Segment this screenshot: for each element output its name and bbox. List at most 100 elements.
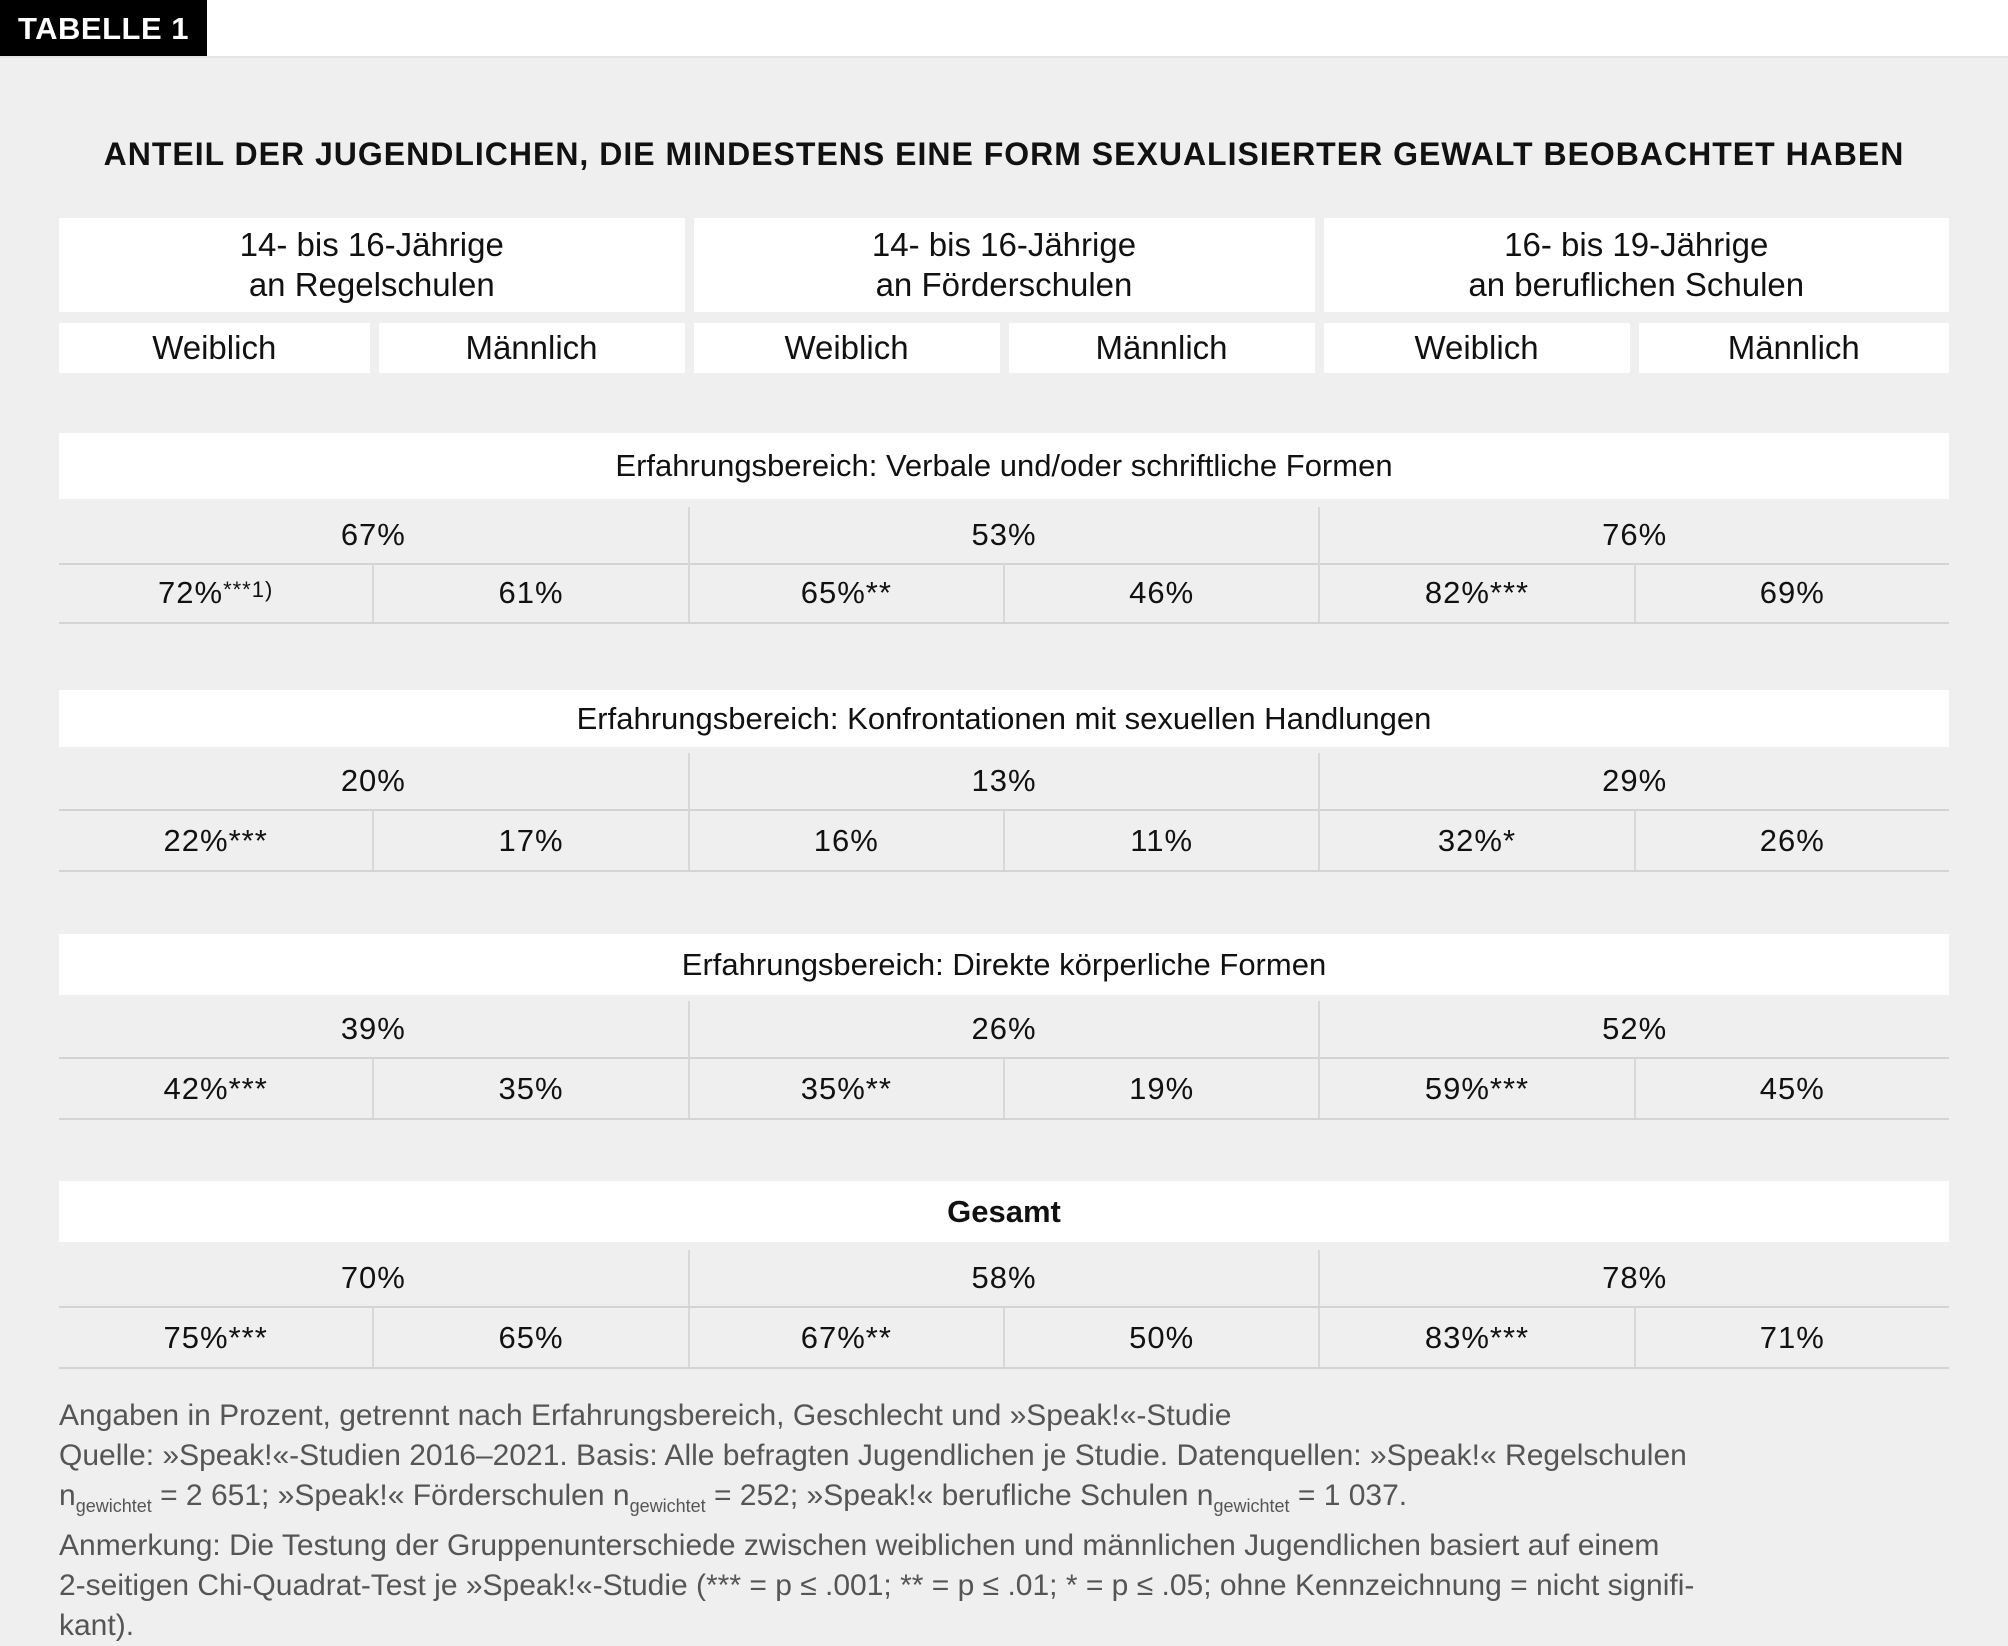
note-sample-sizes: ngewichtet = 2 651; »Speak!« Förderschul… <box>59 1479 1408 1516</box>
note-units: Angaben in Prozent, getrennt nach Erfahr… <box>59 1399 1232 1432</box>
total-cell: 58% <box>687 1250 1319 1306</box>
value: 35% <box>498 1070 564 1106</box>
group-header-line2: an beruflichen Schulen <box>1468 266 1805 303</box>
value-cell: 16% <box>687 811 1003 870</box>
value: 50% <box>1129 1319 1195 1355</box>
value: 67% <box>800 1319 866 1355</box>
value: 19% <box>1129 1070 1195 1106</box>
table-title: ANTEIL DER JUGENDLICHEN, DIE MINDESTENS … <box>103 136 1905 172</box>
value: 83% <box>1424 1319 1490 1355</box>
gender-split-row: 22% *** 17% 16% 11% 32% * 26% <box>59 811 1949 872</box>
gender-header-male: Männlich <box>378 323 685 373</box>
gender-split-row: 72% ***1) 61% 65% ** 46% 82% *** 69% <box>59 563 1949 624</box>
value-cell: 59% *** <box>1318 1059 1633 1118</box>
value-cell: 82% *** <box>1318 563 1633 622</box>
total-cell: 39% <box>340 1011 406 1046</box>
group-header-line2: an Förderschulen <box>875 266 1133 303</box>
value: 11% <box>1130 822 1194 858</box>
gender-header-male: Männlich <box>1638 323 1949 373</box>
group-header-line1: 14- bis 16-Jährige <box>871 226 1137 263</box>
total-cell: 13% <box>687 753 1319 809</box>
gender-header-female: Weiblich <box>59 323 370 373</box>
value: 82% <box>1424 574 1490 610</box>
value: 35% <box>800 1070 866 1106</box>
group-header: 16- bis 19-Jährige an beruflichen Schulen <box>1323 218 1949 312</box>
value-cell: 65% ** <box>687 563 1003 622</box>
note-remark: Anmerkung: Die Testung der Gruppenunters… <box>59 1529 1660 1562</box>
total-cell: 20% <box>340 763 406 798</box>
value: 65% <box>800 574 866 610</box>
value-cell: 11% <box>1002 811 1318 870</box>
significance-marker: ** <box>865 1070 892 1106</box>
totals-row: 20% 13% 29% <box>59 753 1949 811</box>
total-cell: 76% <box>1318 507 1949 563</box>
gender-split-row: 75% *** 65% 67% ** 50% 83% *** 71% <box>59 1308 1949 1369</box>
note-remark-end: kant). <box>59 1609 135 1642</box>
gender-header-female: Weiblich <box>693 323 1000 373</box>
value-cell: 35% <box>372 1059 687 1118</box>
value-cell: 19% <box>1002 1059 1318 1118</box>
significance-marker: * <box>1502 822 1517 858</box>
value-cell: 83% *** <box>1318 1308 1633 1367</box>
significance-marker: ***1) <box>223 576 274 602</box>
value-cell: 65% <box>372 1308 687 1367</box>
gender-split-row: 42% *** 35% 35% ** 19% 59% *** 45% <box>59 1059 1949 1120</box>
significance-marker: *** <box>228 822 268 858</box>
value-cell: 22% *** <box>59 811 372 870</box>
value: 71% <box>1759 1319 1825 1355</box>
section-header: Erfahrungsbereich: Direkte körperliche F… <box>59 934 1949 995</box>
top-bar: TABELLE 1 <box>0 0 2008 58</box>
totals-row: 67% 53% 76% <box>59 507 1949 565</box>
note-source: Quelle: »Speak!«-Studien 2016–2021. Basi… <box>59 1439 1687 1472</box>
group-header: 14- bis 16-Jährige an Förderschulen <box>693 218 1315 312</box>
totals-row: 39% 26% 52% <box>59 1001 1949 1059</box>
totals-row: 70% 58% 78% <box>59 1250 1949 1308</box>
total-cell: 78% <box>1318 1250 1949 1306</box>
value: 46% <box>1129 574 1195 610</box>
footnotes: Angaben in Prozent, getrennt nach Erfahr… <box>59 1396 1959 1646</box>
value-cell: 50% <box>1002 1308 1318 1367</box>
significance-marker: ** <box>865 574 892 610</box>
value-cell: 69% <box>1633 563 1949 622</box>
value-cell: 72% ***1) <box>59 563 372 622</box>
value-cell: 45% <box>1633 1059 1949 1118</box>
total-cell: 29% <box>1318 753 1949 809</box>
total-cell: 67% <box>340 517 406 552</box>
note-remark-cont: 2-seitigen Chi-Quadrat-Test je »Speak!«-… <box>59 1569 1695 1602</box>
value: 72% <box>158 574 224 610</box>
value-cell: 35% ** <box>687 1059 1003 1118</box>
total-cell: 53% <box>687 507 1319 563</box>
value: 65% <box>498 1319 564 1355</box>
section-header: Erfahrungsbereich: Verbale und/oder schr… <box>59 433 1949 499</box>
value: 59% <box>1424 1070 1490 1106</box>
value-cell: 26% <box>1633 811 1949 870</box>
value-cell: 46% <box>1002 563 1318 622</box>
value-cell: 67% ** <box>687 1308 1003 1367</box>
value: 45% <box>1759 1070 1825 1106</box>
group-header-line1: 16- bis 19-Jährige <box>1504 226 1769 263</box>
significance-marker: ** <box>865 1319 892 1355</box>
group-header-line2: an Regelschulen <box>248 266 495 303</box>
section-header: Gesamt <box>59 1181 1949 1242</box>
significance-marker: *** <box>1489 1070 1530 1106</box>
total-cell: 26% <box>687 1001 1319 1057</box>
value: 22% <box>163 822 229 858</box>
group-header-line1: 14- bis 16-Jährige <box>239 226 504 263</box>
value-cell: 75% *** <box>59 1308 372 1367</box>
value: 69% <box>1759 574 1825 610</box>
group-header: 14- bis 16-Jährige an Regelschulen <box>59 218 685 312</box>
gender-header-male: Männlich <box>1008 323 1315 373</box>
value: 75% <box>163 1319 229 1355</box>
value: 16% <box>813 822 879 858</box>
value: 32% <box>1437 822 1503 858</box>
significance-marker: *** <box>228 1070 268 1106</box>
total-cell: 52% <box>1318 1001 1949 1057</box>
gender-header-female: Weiblich <box>1323 323 1630 373</box>
significance-marker: *** <box>1489 1319 1530 1355</box>
value-cell: 17% <box>372 811 687 870</box>
value: 42% <box>163 1070 229 1106</box>
value-cell: 71% <box>1633 1308 1949 1367</box>
value: 61% <box>498 574 564 610</box>
value: 17% <box>498 822 564 858</box>
value-cell: 61% <box>372 563 687 622</box>
